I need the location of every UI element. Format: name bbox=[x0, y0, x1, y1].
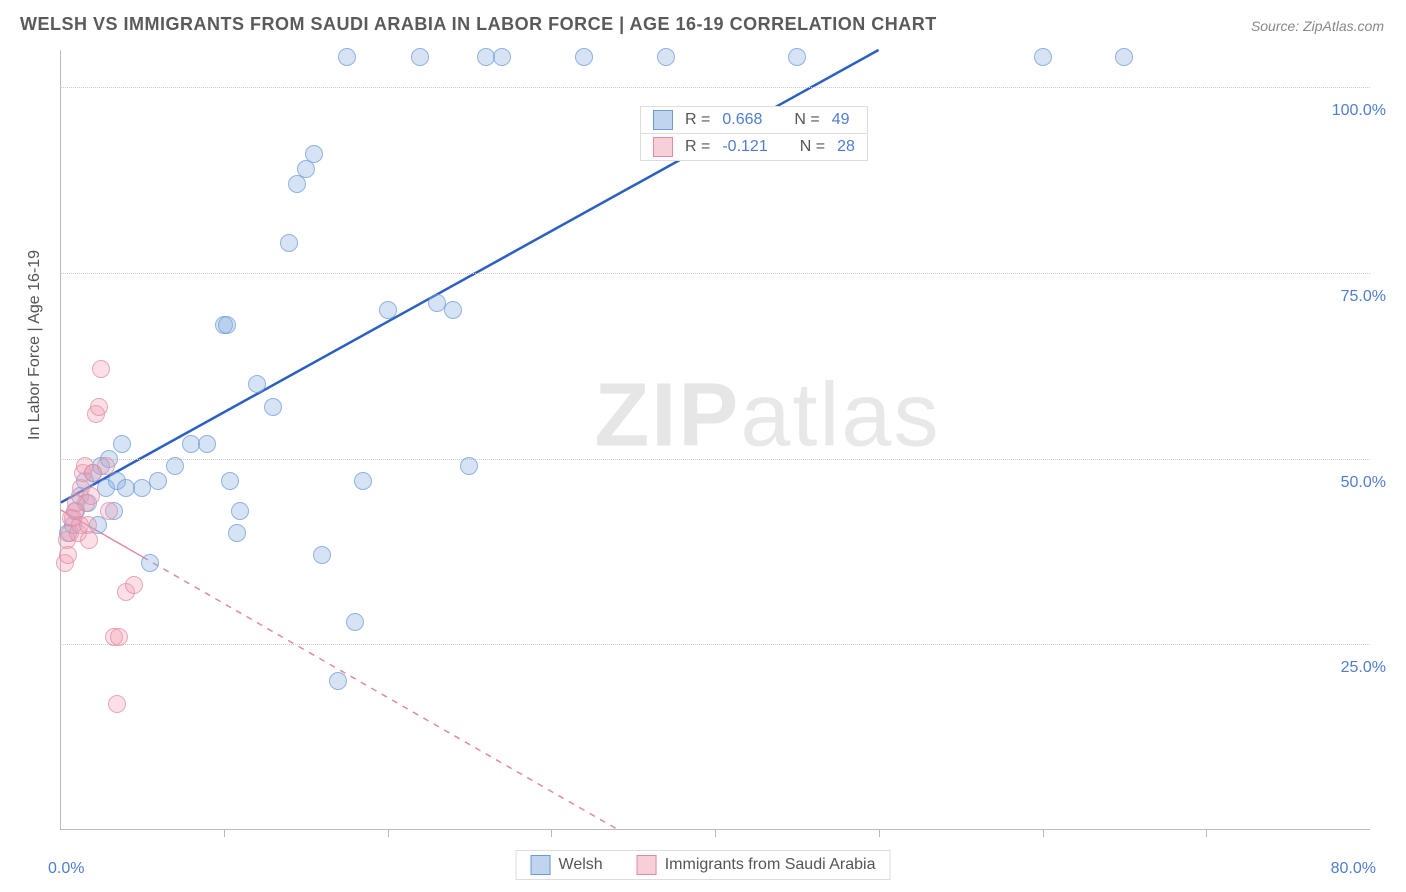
legend-label-saudi: Immigrants from Saudi Arabia bbox=[665, 856, 876, 874]
scatter-point-welsh bbox=[117, 479, 135, 497]
scatter-point-welsh bbox=[149, 472, 167, 490]
source-attribution: Source: ZipAtlas.com bbox=[1251, 18, 1384, 34]
x-tick-minor bbox=[224, 829, 225, 837]
scatter-point-saudi bbox=[80, 531, 98, 549]
scatter-point-saudi bbox=[100, 502, 118, 520]
trend-lines bbox=[60, 50, 1370, 829]
scatter-point-welsh bbox=[221, 472, 239, 490]
legend-swatch-saudi bbox=[637, 855, 657, 875]
scatter-point-saudi bbox=[90, 398, 108, 416]
scatter-point-welsh bbox=[1034, 48, 1052, 66]
y-tick-label: 75.0% bbox=[1341, 288, 1386, 306]
swatch-saudi bbox=[653, 137, 673, 157]
swatch-welsh bbox=[653, 110, 673, 130]
x-tick bbox=[388, 829, 389, 837]
scatter-point-saudi bbox=[97, 457, 115, 475]
scatter-point-welsh bbox=[428, 294, 446, 312]
scatter-point-welsh bbox=[228, 524, 246, 542]
scatter-point-welsh bbox=[1115, 48, 1133, 66]
scatter-point-welsh bbox=[113, 435, 131, 453]
scatter-point-welsh bbox=[657, 48, 675, 66]
scatter-point-welsh bbox=[379, 301, 397, 319]
scatter-point-welsh bbox=[182, 435, 200, 453]
x-tick-minor bbox=[879, 829, 880, 837]
scatter-point-saudi bbox=[92, 360, 110, 378]
scatter-point-welsh bbox=[346, 613, 364, 631]
scatter-point-saudi bbox=[110, 628, 128, 646]
legend-label-welsh: Welsh bbox=[559, 856, 603, 874]
scatter-point-welsh bbox=[166, 457, 184, 475]
scatter-point-welsh bbox=[264, 398, 282, 416]
scatter-point-welsh bbox=[460, 457, 478, 475]
scatter-point-welsh bbox=[338, 48, 356, 66]
n-label: N = bbox=[794, 111, 819, 129]
gridline-h bbox=[60, 87, 1370, 88]
scatter-point-welsh bbox=[141, 554, 159, 572]
gridline-h bbox=[60, 644, 1370, 645]
scatter-point-welsh bbox=[444, 301, 462, 319]
stats-row-welsh: R = 0.668 N = 49 bbox=[641, 107, 867, 134]
scatter-point-welsh bbox=[133, 479, 151, 497]
scatter-point-welsh bbox=[313, 546, 331, 564]
scatter-point-saudi bbox=[82, 487, 100, 505]
scatter-point-welsh bbox=[248, 375, 266, 393]
stats-legend: R = 0.668 N = 49 R = -0.121 N = 28 bbox=[640, 106, 868, 161]
scatter-point-saudi bbox=[108, 695, 126, 713]
chart-title: WELSH VS IMMIGRANTS FROM SAUDI ARABIA IN… bbox=[20, 14, 937, 35]
series-legend: Welsh Immigrants from Saudi Arabia bbox=[516, 850, 891, 880]
n-label: N = bbox=[800, 138, 825, 156]
n-value-saudi: 28 bbox=[837, 138, 855, 156]
scatter-point-welsh bbox=[354, 472, 372, 490]
scatter-point-welsh bbox=[575, 48, 593, 66]
scatter-point-welsh bbox=[198, 435, 216, 453]
r-value-saudi: -0.121 bbox=[722, 138, 767, 156]
scatter-point-welsh bbox=[411, 48, 429, 66]
legend-item-saudi: Immigrants from Saudi Arabia bbox=[629, 853, 884, 877]
y-tick-label: 100.0% bbox=[1332, 102, 1386, 120]
r-value-welsh: 0.668 bbox=[722, 111, 762, 129]
y-tick-label: 25.0% bbox=[1341, 659, 1386, 677]
x-tick bbox=[715, 829, 716, 837]
scatter-point-welsh bbox=[493, 48, 511, 66]
y-axis-label: In Labor Force | Age 16-19 bbox=[26, 250, 44, 440]
r-label: R = bbox=[685, 111, 710, 129]
scatter-point-saudi bbox=[59, 546, 77, 564]
y-tick-label: 50.0% bbox=[1341, 474, 1386, 492]
stats-row-saudi: R = -0.121 N = 28 bbox=[641, 134, 867, 160]
plot-area: ZIPatlas R = 0.668 N = 49 R = -0.121 N =… bbox=[60, 50, 1370, 830]
x-tick bbox=[1043, 829, 1044, 837]
correlation-chart: WELSH VS IMMIGRANTS FROM SAUDI ARABIA IN… bbox=[0, 0, 1406, 892]
legend-item-welsh: Welsh bbox=[523, 853, 611, 877]
scatter-point-welsh bbox=[305, 145, 323, 163]
scatter-point-saudi bbox=[125, 576, 143, 594]
gridline-h bbox=[60, 459, 1370, 460]
scatter-point-welsh bbox=[477, 48, 495, 66]
scatter-point-welsh bbox=[231, 502, 249, 520]
gridline-h bbox=[60, 273, 1370, 274]
x-tick-minor bbox=[551, 829, 552, 837]
r-label: R = bbox=[685, 138, 710, 156]
n-value-welsh: 49 bbox=[832, 111, 850, 129]
scatter-point-welsh bbox=[218, 316, 236, 334]
scatter-point-welsh bbox=[788, 48, 806, 66]
x-tick-minor bbox=[1206, 829, 1207, 837]
x-tick-max: 80.0% bbox=[1331, 860, 1376, 878]
scatter-point-welsh bbox=[329, 672, 347, 690]
scatter-point-welsh bbox=[280, 234, 298, 252]
legend-swatch-welsh bbox=[531, 855, 551, 875]
x-tick-min: 0.0% bbox=[48, 860, 84, 878]
